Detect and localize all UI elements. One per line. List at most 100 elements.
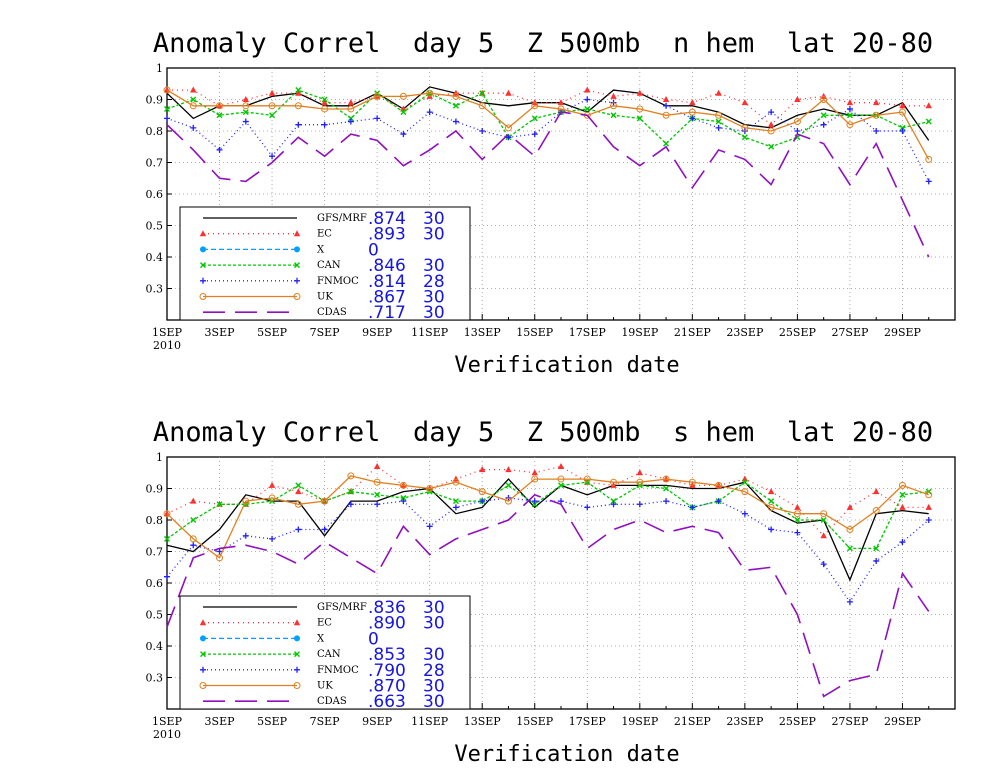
x-tick-label: 23SEP <box>726 326 764 339</box>
data-point <box>164 105 170 112</box>
y-tick-label: 0.7 <box>146 546 164 559</box>
x-tick-label: 15SEP <box>516 715 554 728</box>
data-point <box>794 96 801 102</box>
legend-name: FNMOC <box>317 276 359 287</box>
legend-marker <box>199 230 207 237</box>
data-point <box>793 118 801 126</box>
data-point <box>872 507 880 515</box>
legend-name: CDAS <box>317 307 347 318</box>
data-point <box>820 112 827 119</box>
data-point <box>767 488 775 495</box>
data-point <box>504 497 512 505</box>
series-line <box>166 478 929 582</box>
x-tick-label: 5SEP <box>257 326 288 339</box>
data-point <box>295 121 302 128</box>
legend-stat: .814 <box>368 272 406 292</box>
x-tick-label: 15SEP <box>516 326 554 339</box>
data-point <box>531 115 538 122</box>
x-tick-label: 9SEP <box>362 715 393 728</box>
data-point <box>295 89 302 96</box>
data-point <box>347 105 355 113</box>
legend-stat: .846 <box>368 256 406 276</box>
legend-marker <box>200 277 206 284</box>
data-point <box>478 102 486 110</box>
data-point <box>715 498 722 505</box>
data-point <box>846 99 854 106</box>
legend-stat: .890 <box>368 614 406 634</box>
data-point <box>557 475 565 483</box>
data-point <box>846 121 854 129</box>
data-point <box>190 542 197 549</box>
data-point <box>321 497 329 505</box>
data-point <box>426 89 434 97</box>
x-tick-label: 21SEP <box>674 326 712 339</box>
data-point <box>610 478 618 486</box>
chart-title: Anomaly Correl day 5 Z 500mb n hem lat 2… <box>153 28 933 59</box>
data-point <box>899 491 906 498</box>
y-tick-label: 0.9 <box>146 483 164 496</box>
y-tick-label: 0.9 <box>146 94 164 107</box>
data-point <box>505 466 512 473</box>
data-point <box>820 96 828 103</box>
legend-stat: .874 <box>368 209 406 229</box>
data-point <box>531 102 539 110</box>
data-point <box>242 497 250 505</box>
data-point <box>163 510 171 518</box>
x-axis-label: Verification date <box>454 353 679 378</box>
data-point <box>584 504 591 511</box>
legend-name: GFS/MRF <box>317 602 367 613</box>
data-point <box>794 517 801 523</box>
data-point <box>610 501 617 508</box>
data-point <box>899 124 906 131</box>
data-point <box>295 526 302 533</box>
legend-name: CAN <box>317 649 341 660</box>
data-point <box>190 517 197 523</box>
data-point <box>925 102 932 109</box>
data-point <box>190 86 197 93</box>
data-point <box>399 481 407 489</box>
data-point <box>741 99 749 106</box>
data-point <box>925 155 933 163</box>
data-point <box>715 89 722 96</box>
data-point <box>268 102 276 110</box>
data-point <box>268 481 276 488</box>
data-point <box>768 498 775 505</box>
data-point <box>426 523 433 530</box>
data-point <box>242 532 249 539</box>
data-point <box>715 118 722 125</box>
data-point <box>373 478 381 486</box>
data-point <box>688 108 696 116</box>
legend-count: 28 <box>423 272 445 292</box>
data-point <box>610 92 617 99</box>
y-tick-label: 1 <box>156 451 163 464</box>
data-point <box>400 131 407 138</box>
legend-count: 30 <box>423 209 445 229</box>
chart-panel-nhem: Anomaly Correl day 5 Z 500mb n hem lat 2… <box>146 28 956 378</box>
data-point <box>846 598 853 605</box>
data-point <box>242 96 249 102</box>
data-point <box>216 548 223 555</box>
series-uk <box>163 86 933 163</box>
data-point <box>584 86 591 93</box>
data-point <box>925 178 932 185</box>
data-point <box>767 127 775 135</box>
y-tick-label: 0.4 <box>146 640 164 653</box>
legend-name: UK <box>317 681 333 692</box>
data-point <box>505 482 512 489</box>
data-point <box>189 535 197 543</box>
x-tick-label: 23SEP <box>726 715 764 728</box>
data-point <box>531 475 539 483</box>
data-point <box>295 482 302 489</box>
legend-marker <box>199 619 207 626</box>
legend-marker <box>294 246 300 253</box>
data-point <box>741 134 748 141</box>
legend-count: 30 <box>423 677 445 697</box>
x-tick-label: 13SEP <box>464 326 502 339</box>
y-tick-label: 0.3 <box>146 283 164 296</box>
series-uk <box>163 472 933 562</box>
data-point <box>452 92 460 100</box>
legend-marker <box>293 682 301 689</box>
data-point <box>190 96 197 103</box>
data-point <box>663 498 670 505</box>
data-point <box>636 469 643 476</box>
